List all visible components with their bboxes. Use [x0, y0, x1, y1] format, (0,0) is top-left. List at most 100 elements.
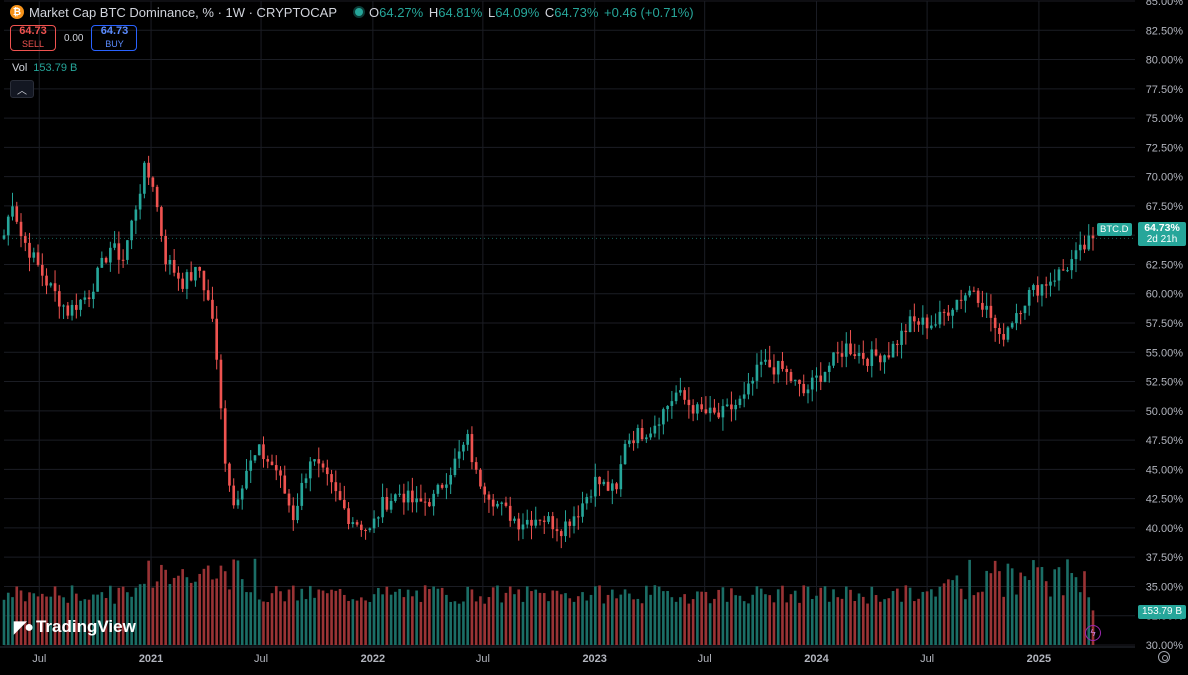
- candle-body: [1027, 289, 1031, 306]
- volume-bar: [576, 596, 580, 645]
- y-tick-label: 72.50%: [1146, 142, 1184, 154]
- volume-bar: [57, 595, 61, 645]
- candle-body: [645, 437, 648, 440]
- candle-body: [1070, 259, 1074, 271]
- candle-body: [11, 206, 14, 217]
- candle-body: [249, 460, 253, 471]
- candle-body: [496, 503, 499, 507]
- volume-bar: [606, 594, 610, 645]
- symbol-tag: BTC.D: [1097, 223, 1132, 236]
- buy-button[interactable]: 64.73 BUY: [91, 25, 138, 51]
- volume-bar: [759, 588, 763, 645]
- candle-body: [394, 494, 397, 501]
- candle-body: [1057, 269, 1061, 281]
- volume-bar: [989, 573, 993, 645]
- candle-body: [891, 343, 895, 358]
- volume-bar: [942, 583, 946, 645]
- volume-bar: [491, 587, 495, 645]
- candle-body: [666, 405, 669, 410]
- candle-body: [602, 481, 606, 485]
- volume-bar: [1015, 594, 1018, 645]
- candle-body: [347, 508, 350, 525]
- spread-value: 0.00: [64, 32, 84, 44]
- volume-bar: [704, 591, 708, 645]
- settings-gear-icon[interactable]: [1158, 651, 1170, 663]
- candle-body: [530, 519, 533, 526]
- y-tick-label: 47.50%: [1146, 435, 1184, 447]
- volume-bar: [364, 600, 367, 645]
- candle-body: [130, 220, 133, 241]
- volume-bar: [232, 559, 236, 645]
- volume-bar: [691, 599, 695, 645]
- volume-bar: [1053, 569, 1057, 645]
- volume-bar: [402, 597, 406, 645]
- candle-body: [28, 242, 31, 258]
- candle-body: [270, 461, 274, 466]
- x-tick-label: Jul: [254, 653, 268, 665]
- candle-body: [653, 425, 657, 434]
- volume-bar: [810, 599, 814, 645]
- candle-body: [440, 484, 444, 488]
- candle-body: [717, 412, 720, 418]
- last-volume-tag: 153.79 B: [1138, 605, 1186, 619]
- volume-bar: [802, 585, 806, 645]
- volume-bar: [66, 602, 70, 645]
- volume-bar: [253, 558, 257, 645]
- collapse-chevron-icon[interactable]: ︿: [10, 80, 34, 98]
- tradingview-logo[interactable]: ◤● TradingView: [14, 617, 136, 636]
- volume-bar: [134, 587, 138, 645]
- volume-bar: [130, 596, 133, 645]
- volume-bar: [1044, 581, 1048, 645]
- volume-bar: [513, 594, 516, 645]
- x-tick-label: Jul: [32, 653, 46, 665]
- volume-bar: [878, 601, 882, 645]
- candle-body: [759, 361, 763, 365]
- candle-body: [900, 330, 903, 345]
- candle-body: [755, 364, 759, 381]
- volume-bar: [360, 597, 363, 645]
- volume-bar: [40, 593, 44, 645]
- candle-body: [291, 505, 295, 521]
- volume-bar: [1027, 580, 1031, 645]
- y-tick-label: 70.00%: [1146, 172, 1184, 184]
- candle-body: [317, 459, 321, 464]
- volume-bar: [572, 601, 576, 645]
- volume-bar: [593, 586, 597, 645]
- candle-body: [874, 349, 878, 356]
- volume-bar: [836, 597, 840, 645]
- volume-bar: [347, 600, 350, 645]
- volume-bar: [1087, 597, 1091, 645]
- volume-bar: [240, 579, 244, 645]
- candle-body: [998, 327, 1001, 335]
- candle-body: [989, 305, 993, 318]
- y-tick-label: 45.00%: [1146, 464, 1184, 476]
- volume-bar: [496, 585, 499, 645]
- volume-bar: [849, 589, 852, 645]
- candle-body: [538, 519, 542, 521]
- candle-body: [951, 309, 954, 316]
- volume-bar: [1074, 577, 1078, 645]
- candle-body: [211, 299, 214, 319]
- volume-bar: [951, 580, 954, 645]
- market-status-icon[interactable]: [355, 8, 363, 16]
- candle-body: [725, 404, 729, 407]
- candle-body: [368, 528, 372, 531]
- candle-body: [385, 497, 389, 510]
- candle-body: [776, 360, 780, 375]
- volume-bar: [976, 592, 980, 645]
- candle-body: [177, 272, 180, 279]
- sell-button[interactable]: 64.73 SELL: [10, 25, 56, 51]
- volume-bar: [504, 592, 508, 645]
- candle-body: [662, 409, 665, 425]
- candle-body: [1015, 313, 1018, 324]
- candle-body: [798, 379, 801, 384]
- lightning-icon[interactable]: ϟ: [1085, 625, 1101, 641]
- candle-body: [844, 343, 848, 357]
- candle-body: [360, 524, 363, 531]
- candle-body: [747, 383, 750, 395]
- volume-bar: [45, 596, 48, 645]
- volume-bar: [1040, 567, 1044, 645]
- volume-bar: [377, 587, 380, 645]
- volume-bar: [934, 596, 937, 645]
